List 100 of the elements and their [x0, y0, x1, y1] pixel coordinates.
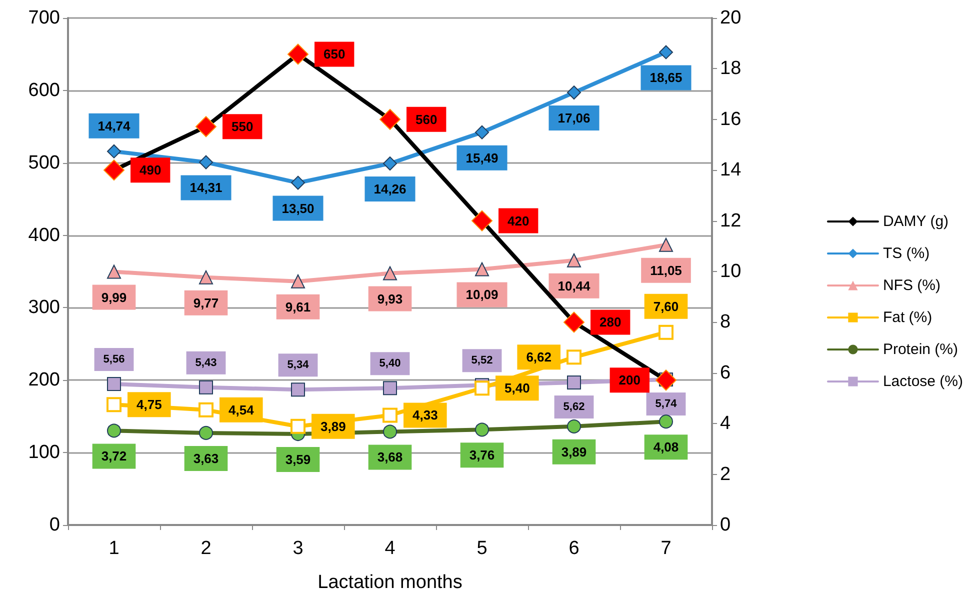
- data-label: 5,43: [195, 356, 217, 369]
- point: [567, 86, 581, 100]
- point: [107, 424, 121, 438]
- data-label: 5,52: [471, 354, 493, 367]
- legend-label: Fat (%): [882, 309, 932, 326]
- point: [199, 155, 213, 170]
- y2-tick-label: 0: [720, 514, 731, 536]
- data-label: 17,06: [558, 110, 590, 126]
- point: [475, 262, 489, 276]
- point: [659, 414, 673, 429]
- data-label: 5,56: [103, 354, 125, 366]
- point: [290, 418, 306, 434]
- data-label: 5,62: [563, 401, 585, 414]
- point: [475, 422, 489, 437]
- data-label: 10,44: [558, 278, 592, 294]
- y2-tick-label: 8: [720, 312, 731, 333]
- data-label: 5,40: [379, 358, 401, 370]
- data-label: 3,72: [101, 448, 127, 464]
- y-tick-label: 0: [49, 514, 60, 536]
- y2-tick-label: 14: [720, 160, 742, 181]
- point: [567, 419, 581, 434]
- data-label: 280: [600, 314, 622, 330]
- y2-tick-label: 4: [720, 413, 731, 434]
- point: [107, 377, 121, 392]
- point: [566, 350, 582, 365]
- data-label: 4,33: [412, 408, 438, 423]
- data-label: 9,61: [285, 299, 311, 314]
- data-label: 9,93: [377, 291, 403, 306]
- x-tick-label: 7: [660, 538, 672, 559]
- point: [107, 144, 121, 158]
- y2-tick-label: 6: [720, 362, 731, 384]
- y2-tick-label: 16: [720, 108, 742, 130]
- data-label: 3,68: [377, 450, 403, 465]
- y-tick-label: 500: [28, 152, 60, 174]
- point: [382, 408, 398, 423]
- legend-label: DAMY (g): [882, 213, 949, 230]
- legend-label: TS (%): [882, 245, 930, 262]
- data-label: 4,08: [653, 440, 679, 455]
- point: [659, 45, 673, 60]
- data-label: 9,99: [101, 290, 127, 305]
- y-tick-label: 400: [28, 224, 60, 246]
- data-label: 3,89: [320, 418, 346, 434]
- data-label: 4,75: [136, 397, 162, 412]
- legend-label: Lactose (%): [882, 373, 964, 390]
- point: [659, 238, 673, 252]
- point: [564, 312, 584, 333]
- point: [288, 44, 308, 65]
- data-label: 200: [618, 372, 640, 388]
- y-tick-label: 100: [28, 442, 60, 464]
- data-label: 5,34: [287, 359, 310, 372]
- data-label: 5,40: [504, 380, 530, 396]
- data-label: 18,65: [650, 70, 682, 86]
- point: [199, 270, 213, 284]
- x-axis-title: Lactation months: [318, 572, 462, 593]
- point: [291, 176, 305, 190]
- y-tick-label: 200: [28, 370, 60, 391]
- y2-tick-label: 10: [720, 261, 742, 282]
- x-tick-label: 4: [384, 538, 396, 559]
- y2-tick-label: 12: [720, 210, 742, 232]
- legend-label: NFS (%): [882, 277, 940, 294]
- point: [199, 426, 213, 440]
- data-label: 14,31: [190, 180, 222, 196]
- data-label: 3,76: [469, 448, 495, 463]
- x-tick-label: 2: [200, 538, 212, 559]
- point: [475, 125, 489, 140]
- x-tick-label: 3: [292, 538, 304, 559]
- point: [383, 381, 397, 396]
- legend-label: Protein (%): [882, 341, 958, 358]
- data-label: 3,59: [285, 452, 311, 467]
- data-label: 14,26: [374, 182, 406, 197]
- y-tick-label: 600: [28, 80, 60, 101]
- point: [383, 156, 397, 171]
- y2-tick-label: 2: [720, 464, 731, 485]
- data-label: 10,09: [466, 287, 498, 302]
- data-label: 9,77: [193, 295, 219, 310]
- data-label: 14,74: [98, 118, 132, 134]
- point: [198, 402, 214, 418]
- data-label: 11,05: [650, 262, 682, 278]
- data-label: 420: [508, 213, 530, 228]
- point: [291, 274, 305, 288]
- data-label: 7,60: [653, 298, 679, 314]
- point: [656, 370, 676, 391]
- data-label: 15,49: [466, 150, 498, 166]
- x-tick-label: 6: [568, 538, 580, 559]
- x-tick-label: 5: [476, 538, 488, 559]
- x-tick-label: 1: [108, 538, 120, 559]
- point: [104, 160, 124, 181]
- data-label: 3,89: [561, 444, 587, 460]
- point: [472, 210, 492, 232]
- data-label: 550: [232, 119, 254, 134]
- point: [199, 380, 213, 394]
- data-label: 490: [140, 162, 162, 178]
- point: [567, 376, 581, 390]
- y2-tick-label: 18: [720, 58, 742, 80]
- y-tick-label: 300: [28, 297, 60, 318]
- point: [658, 324, 674, 340]
- y2-tick-label: 20: [720, 8, 742, 28]
- point: [383, 424, 397, 439]
- data-label: 4,54: [228, 402, 255, 418]
- y-tick-label: 700: [28, 8, 60, 28]
